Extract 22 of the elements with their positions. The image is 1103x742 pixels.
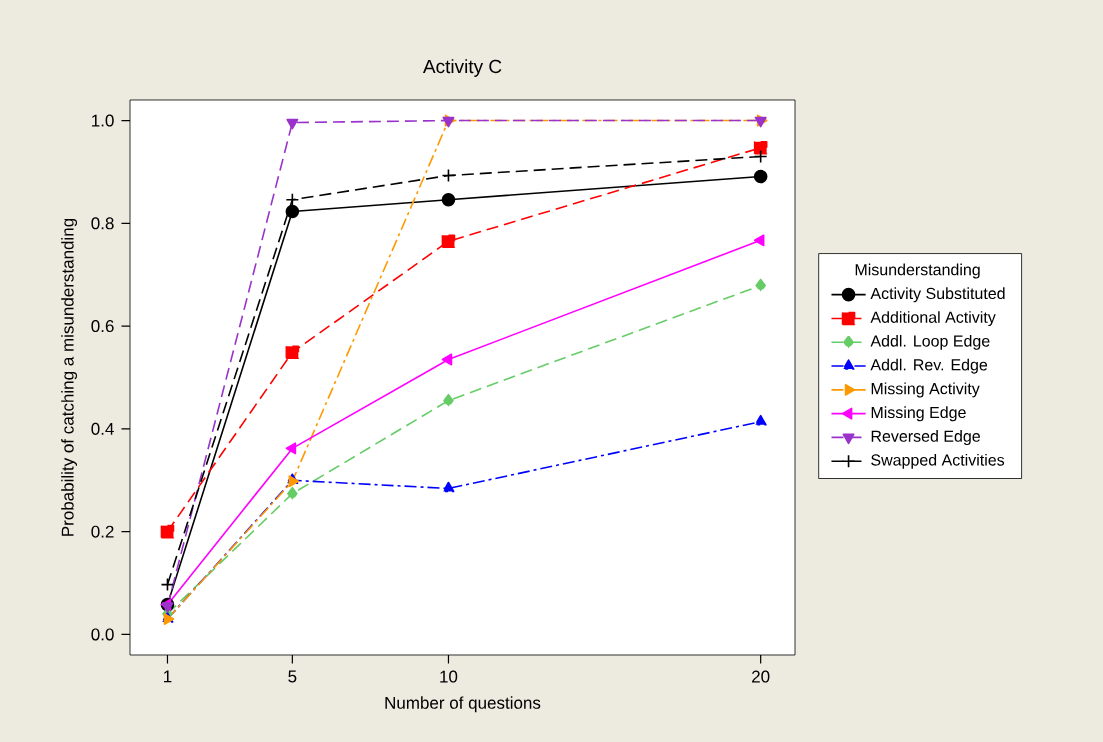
legend-label: Additional Activity bbox=[870, 311, 996, 327]
legend-label: Addl. Rev. Edge bbox=[870, 358, 988, 374]
y-tick-label: 0.0 bbox=[91, 628, 114, 641]
legend-label: Swapped Activities bbox=[871, 453, 1005, 469]
y-tick-label: 0.4 bbox=[91, 422, 114, 435]
legend-label: Activity Substituted bbox=[870, 287, 1005, 303]
x-tick-label: 1 bbox=[164, 670, 172, 683]
legend-label: Addl. Loop Edge bbox=[870, 334, 990, 350]
legend-title: Misunderstanding bbox=[855, 263, 980, 279]
y-tick-label: 0.2 bbox=[91, 525, 114, 538]
x-axis-title: Number of questions bbox=[385, 696, 541, 713]
y-tick-label: 0.6 bbox=[91, 320, 114, 333]
chart-title: Activity C bbox=[422, 59, 502, 77]
legend-label: Reversed Edge bbox=[871, 430, 980, 446]
legend-label: Missing Activity bbox=[871, 382, 980, 398]
y-tick-label: 1.0 bbox=[92, 114, 114, 127]
x-tick-label: 10 bbox=[440, 670, 458, 683]
x-tick-label: 20 bbox=[752, 670, 770, 683]
y-axis-title: Probability of catching a misunderstanding bbox=[61, 218, 78, 536]
x-tick-label: 5 bbox=[288, 670, 297, 683]
legend-label: Missing Edge bbox=[871, 406, 966, 422]
y-tick-label: 0.8 bbox=[91, 217, 114, 230]
